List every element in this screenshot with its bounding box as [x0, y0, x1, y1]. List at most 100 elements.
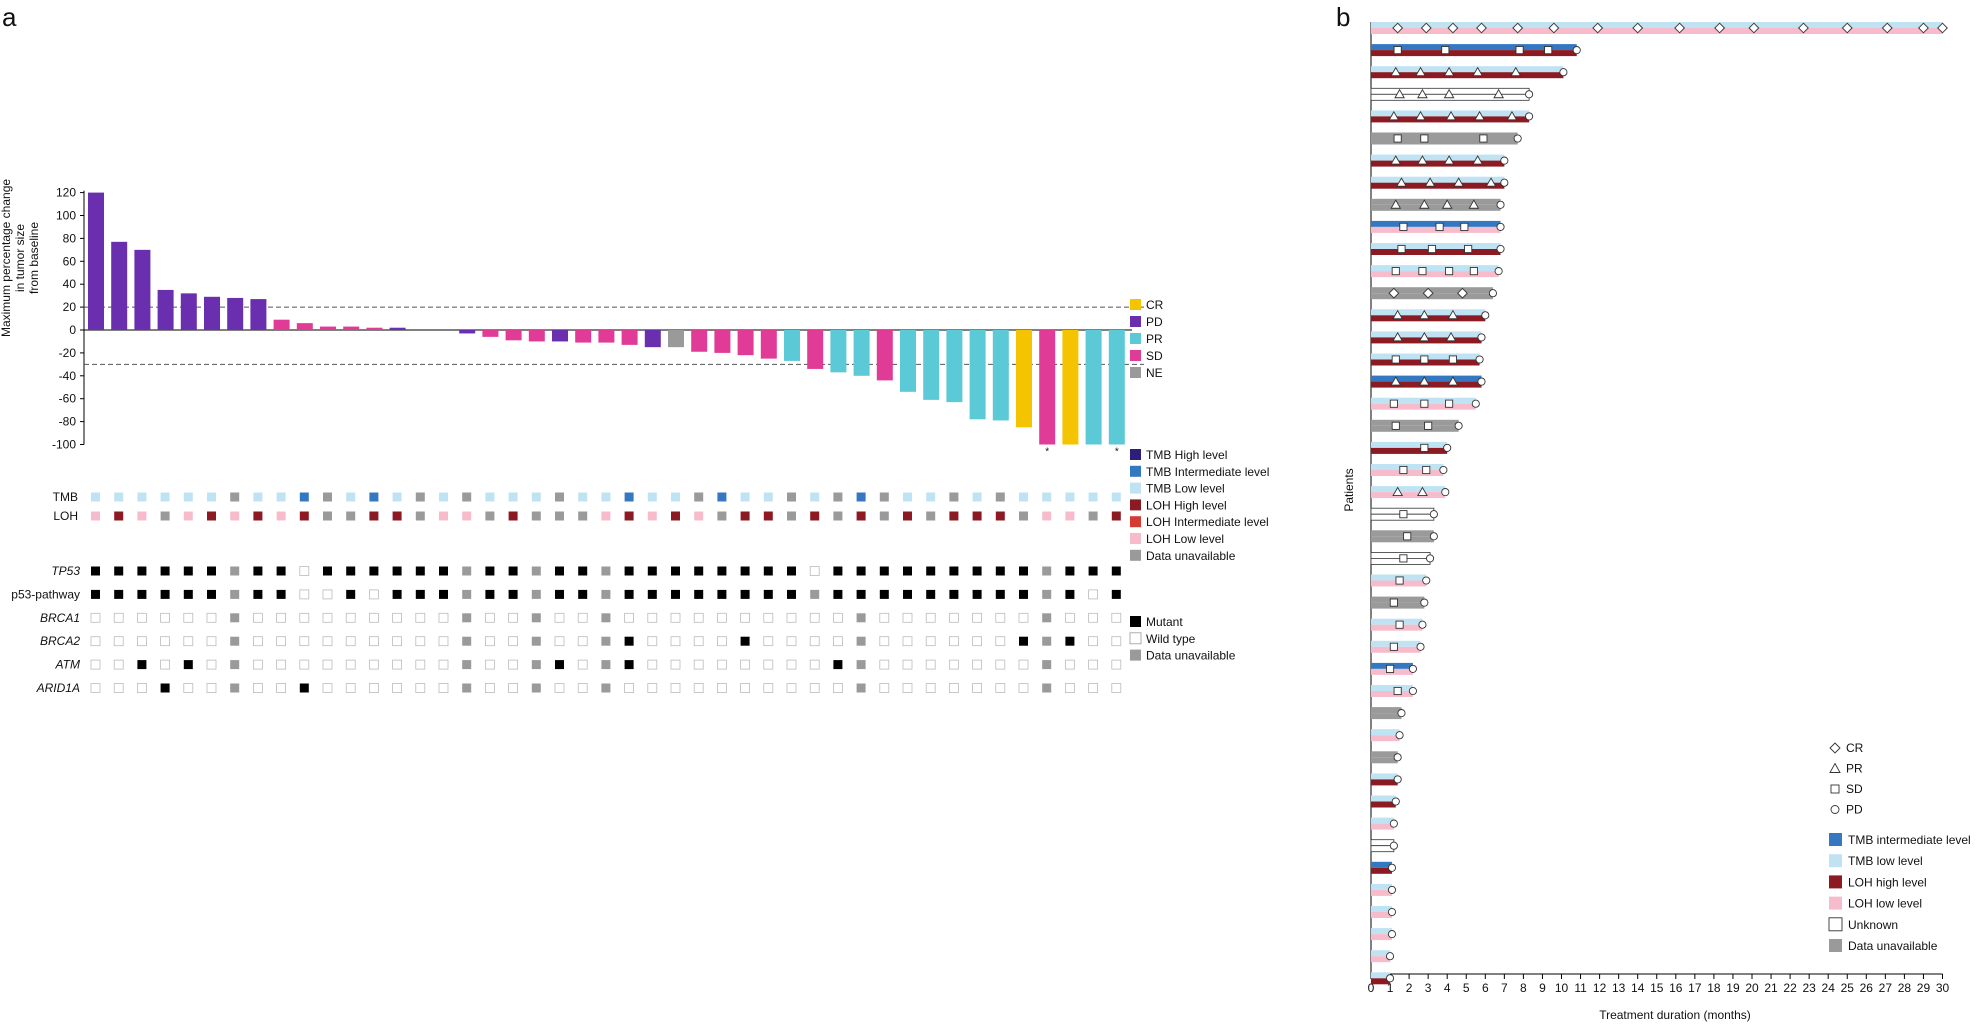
swimmer-bar-loh	[1371, 271, 1499, 278]
mutation-cell	[1042, 660, 1052, 670]
mutation-cell	[230, 589, 240, 599]
swimmer-x-tick-label: 1	[1387, 981, 1394, 995]
mutation-cell	[1088, 683, 1098, 693]
mutation-cell	[1065, 636, 1075, 646]
mutation-cell	[671, 566, 680, 576]
swimmer-bar-loh	[1371, 867, 1392, 874]
swimmer-end-marker	[1475, 355, 1484, 364]
mutation-cell	[694, 566, 704, 576]
mutation-cell	[1065, 566, 1075, 576]
waterfall-bar	[691, 330, 708, 352]
mutation-cell	[856, 683, 866, 693]
mutation-cell	[925, 659, 936, 670]
mutation-cell	[1018, 612, 1029, 623]
mutation-cell	[368, 636, 379, 647]
swimmer-bar-loh	[1371, 757, 1398, 764]
mutation-row-label: ATM	[55, 658, 80, 672]
mutation-cell	[113, 683, 124, 693]
mutation-cell	[230, 566, 240, 576]
biomarker-cell	[392, 492, 402, 502]
mutation-cell	[949, 566, 959, 576]
biomarker-cell	[717, 492, 727, 502]
mutation-cell	[508, 683, 519, 693]
swimmer-bar-loh	[1371, 779, 1398, 786]
mutation-cell	[345, 659, 356, 670]
mutation-cell	[578, 589, 588, 599]
swimmer-marker	[1485, 177, 1497, 187]
mutation-cell	[809, 683, 820, 693]
mutation-cell	[230, 613, 240, 623]
waterfall-y-tick-label: 20	[63, 300, 77, 314]
swimmer-legend-marker-pd	[1830, 805, 1840, 814]
mutation-row-label: ARID1A	[36, 681, 80, 695]
mutation-cell	[392, 636, 403, 647]
waterfall-bar	[1062, 330, 1079, 445]
swimmer-marker	[1391, 267, 1400, 276]
swimmer-marker	[1390, 199, 1402, 209]
swimmer-end-marker	[1494, 267, 1503, 276]
mutation-legend-swatch	[1129, 632, 1142, 645]
swimmer-bar-loh	[1371, 425, 1459, 432]
biomarker-cell	[1088, 492, 1098, 502]
biomarker-cell	[694, 492, 704, 502]
mutation-cell	[787, 589, 796, 599]
mutation-cell	[856, 660, 866, 670]
mutation-cell	[462, 660, 472, 670]
mutation-cell	[949, 636, 959, 647]
mutation-cell	[322, 612, 333, 623]
panel-b: b Patients Treatment duration (months) 0…	[1336, 2, 1971, 1022]
swimmer-end-marker	[1454, 421, 1463, 430]
swimmer-legend: CR PR SD PD TMB intermediate level TMB low le…	[1828, 741, 1971, 953]
mutation-cell	[160, 659, 171, 670]
mutation-cell	[252, 659, 263, 670]
mutation-cell	[276, 659, 287, 670]
mutation-cell	[809, 636, 820, 647]
waterfall-chart: 120 100 80 60 40 20 0 -20 -40 -60 -80 -100 * *	[52, 186, 1144, 458]
swimmer-marker	[1396, 177, 1407, 187]
mutation-cell	[926, 566, 936, 576]
biomarker-cell	[763, 492, 773, 502]
biomarker-legend-label: TMB Low level	[1146, 482, 1225, 496]
mutation-cell	[531, 566, 541, 576]
mutation-cell	[949, 589, 959, 599]
swimmer-marker	[1420, 22, 1432, 34]
biomarker-cell	[787, 511, 796, 521]
waterfall-y-tick-label: -100	[52, 438, 76, 452]
swimmer-bar-tmb	[1371, 685, 1413, 691]
mutation-cell	[1088, 659, 1098, 670]
mutation-legend-swatch	[1130, 616, 1141, 627]
biomarker-cell	[230, 492, 240, 502]
biomarker-legend-swatch	[1130, 449, 1141, 460]
mutation-cell	[1111, 589, 1121, 599]
mutation-cell	[299, 566, 310, 576]
swimmer-bar-tmb	[1371, 906, 1392, 912]
swimmer-end-marker	[1559, 68, 1568, 77]
mutation-row-label: BRCA2	[40, 634, 80, 648]
mutation-cell	[554, 683, 565, 693]
biomarker-cell	[91, 511, 100, 521]
mutation-cell	[253, 589, 263, 599]
swimmer-marker	[1548, 22, 1560, 34]
swimmer-x-tick-label: 17	[1688, 981, 1702, 995]
mutation-cell	[1042, 566, 1052, 576]
mutation-cell	[415, 659, 426, 670]
waterfall-bar	[250, 299, 267, 330]
mutation-cell	[415, 589, 425, 599]
biomarker-grid: TMB LOH	[53, 490, 1121, 523]
mutation-cell	[114, 589, 124, 599]
mutation-cell	[763, 659, 774, 670]
swimmer-marker	[1392, 331, 1404, 342]
mutation-cell	[555, 660, 564, 670]
swimmer-marker	[1399, 465, 1408, 475]
mutation-cell	[206, 612, 217, 623]
mutation-cell	[995, 566, 1005, 576]
biomarker-cell	[578, 511, 588, 521]
biomarker-legend-label: TMB High level	[1146, 448, 1227, 462]
mutation-cell	[462, 613, 472, 623]
swimmer-marker	[1472, 155, 1484, 165]
mutation-cell	[322, 589, 333, 600]
swimmer-end-marker	[1500, 156, 1509, 165]
swimmer-marker	[1415, 110, 1426, 121]
swimmer-marker	[1422, 465, 1431, 475]
mutation-cell	[368, 683, 379, 693]
